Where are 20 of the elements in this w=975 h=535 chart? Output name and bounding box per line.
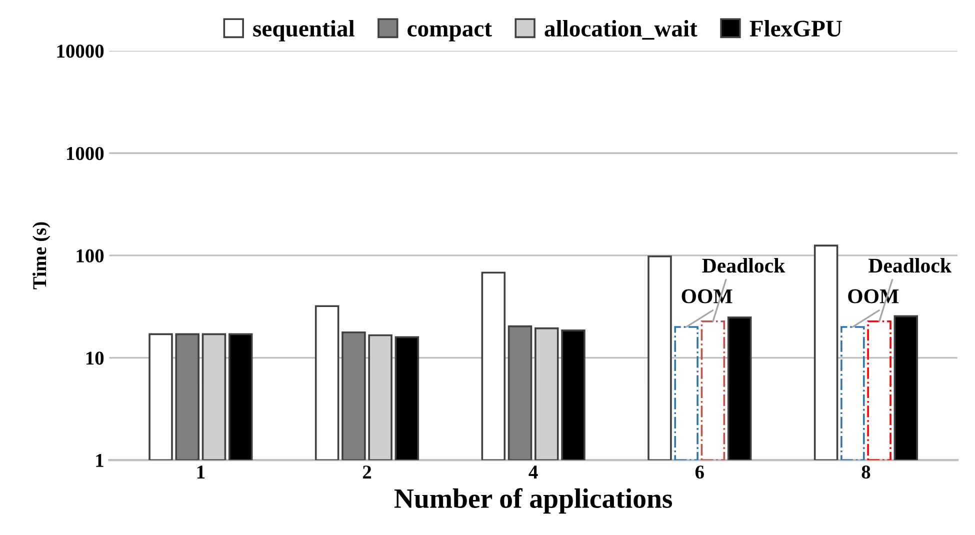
annotation: OOM [848,289,899,304]
annotation: Deadlock [868,258,952,273]
x-tick-label: 2 [362,466,372,478]
annotation: Deadlock [702,258,786,273]
legend-label: FlexGPU [750,20,842,37]
y-tick-label: 100 [76,249,104,262]
x-tick-label: 8 [862,466,870,479]
legend-label: compact [408,23,492,42]
legend-label: sequential [253,20,354,42]
y-axis-title: Time (s) [32,222,50,290]
x-axis-title: Number of applications [394,488,672,514]
y-tick-label: 1000 [67,146,104,160]
annotation: OOM [682,289,732,304]
x-tick-label: 4 [528,466,538,478]
x-tick-label: 1 [197,466,205,478]
y-tick-label: 10 [86,352,104,365]
x-tick-label: 6 [695,466,704,479]
legend-label: allocation_wait [544,20,698,40]
y-tick-label: 10000 [57,44,104,58]
y-tick-label: 1 [96,454,104,467]
